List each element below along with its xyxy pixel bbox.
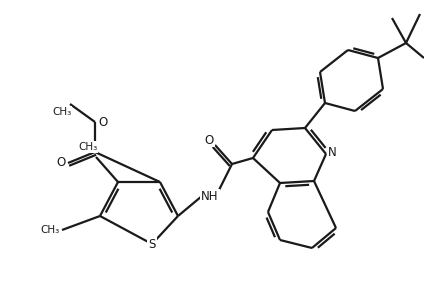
Text: CH₃: CH₃ [78,142,98,152]
Text: O: O [56,156,66,170]
Text: CH₃: CH₃ [53,107,72,117]
Text: O: O [204,134,214,146]
Text: NH: NH [201,190,219,202]
Text: O: O [98,116,108,128]
Text: CH₃: CH₃ [40,225,60,235]
Text: S: S [148,237,156,251]
Text: N: N [328,146,336,158]
